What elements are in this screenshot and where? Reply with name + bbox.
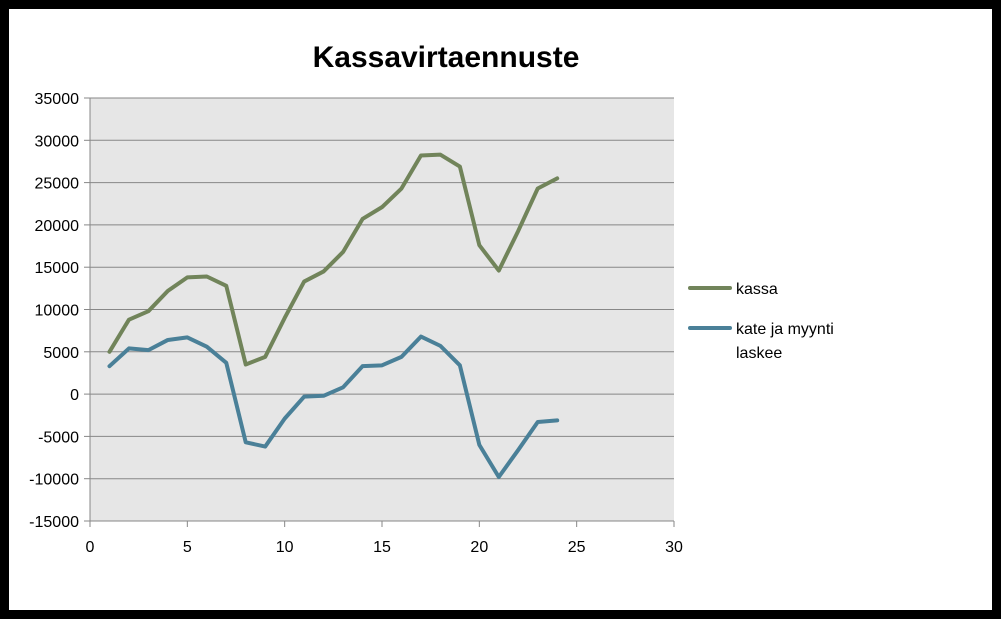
series-line-kate-ja-myynti-laskee xyxy=(107,334,560,480)
y-tick-label: 20000 xyxy=(35,218,80,235)
y-tick-label: -15000 xyxy=(29,514,79,531)
chart-title: Kassavirtaennuste xyxy=(313,41,580,74)
legend-label: kassa xyxy=(736,281,778,298)
x-tick-label: 0 xyxy=(86,539,95,556)
y-tick-label: 35000 xyxy=(35,91,80,108)
y-tick-label: 0 xyxy=(70,387,79,404)
x-tick-label: 25 xyxy=(568,539,586,556)
line-chart: Kassavirtaennuste 35000 30000 25000 20000 15… xyxy=(29,41,834,556)
x-tick-label: 30 xyxy=(665,539,683,556)
y-tick-label: 5000 xyxy=(43,345,79,362)
x-tick-label: 20 xyxy=(470,539,488,556)
x-tick-label: 5 xyxy=(183,539,192,556)
y-tick-label: -10000 xyxy=(29,472,79,489)
x-tick-label: 10 xyxy=(276,539,294,556)
legend-label: kate ja myynti laskee xyxy=(736,321,834,362)
y-tick-label: 30000 xyxy=(35,133,80,150)
x-tick-label: 15 xyxy=(373,539,391,556)
y-tick-label: 15000 xyxy=(35,260,80,277)
y-tick-label: 10000 xyxy=(35,303,80,320)
series-line-kassa xyxy=(107,152,560,367)
y-tick-label: -5000 xyxy=(38,429,79,446)
chart-frame: Kassavirtaennuste 35000 30000 25000 20000 15… xyxy=(9,9,992,610)
y-tick-label: 25000 xyxy=(35,176,80,193)
